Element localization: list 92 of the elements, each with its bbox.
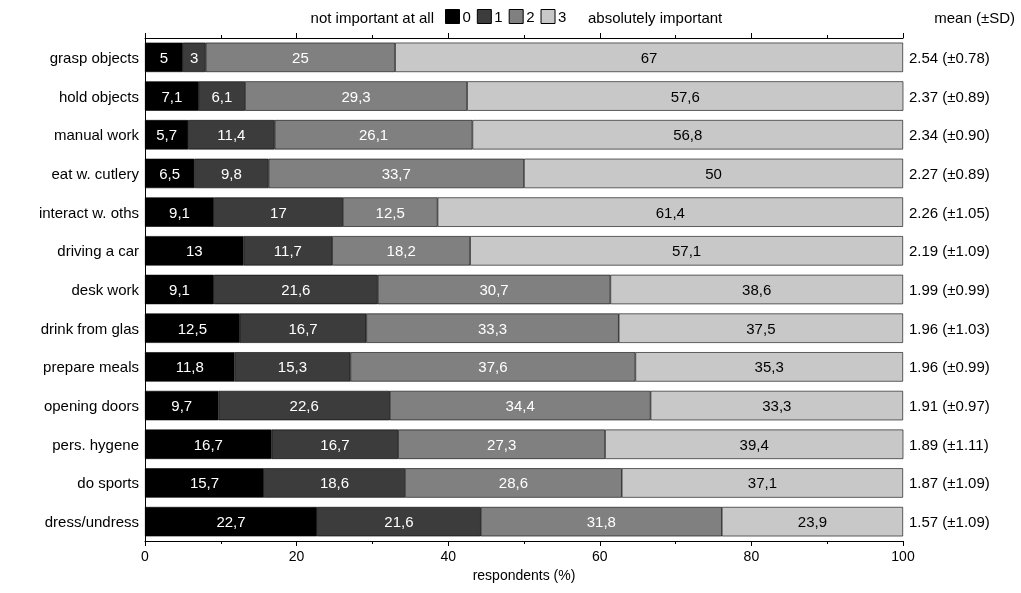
data-label: 5 bbox=[159, 48, 169, 66]
text: 1.57 (±1.09) bbox=[909, 513, 990, 531]
x-tick-label: 80 bbox=[743, 548, 760, 564]
x-tick-label: 0 bbox=[141, 548, 150, 564]
x-axis-title: respondents (%) bbox=[472, 566, 576, 583]
data-label: 31,8 bbox=[586, 513, 616, 531]
data-label: 13 bbox=[185, 242, 203, 260]
data-label: 18,2 bbox=[386, 242, 416, 260]
data-label: 57,6 bbox=[670, 87, 700, 105]
data-label: 16,7 bbox=[193, 435, 223, 453]
text: 2.19 (±1.09) bbox=[909, 242, 990, 260]
legend-label: 0 bbox=[462, 8, 471, 25]
data-label: 33,7 bbox=[381, 164, 411, 182]
data-label: 33,3 bbox=[762, 397, 792, 415]
y-tick-label: eat w. cutlery bbox=[51, 164, 140, 182]
data-label: 25 bbox=[292, 48, 309, 66]
data-label: 26,1 bbox=[358, 126, 389, 144]
y-tick-label: driving a car bbox=[57, 242, 139, 260]
data-label: 28,6 bbox=[498, 474, 528, 492]
data-label: 33,3 bbox=[477, 319, 508, 337]
data-label: 9,8 bbox=[220, 164, 242, 182]
text: 2.37 (±0.89) bbox=[909, 87, 990, 105]
text: 2.54 (±0.78) bbox=[909, 48, 990, 66]
data-label: 35,3 bbox=[754, 358, 784, 376]
y-tick-label: grasp objects bbox=[49, 48, 139, 66]
data-label: 50 bbox=[705, 164, 722, 182]
y-tick-label: pers. hygene bbox=[52, 435, 139, 453]
data-label: 27,3 bbox=[487, 435, 517, 453]
data-label: 9,7 bbox=[171, 397, 193, 415]
y-tick-label: do sports bbox=[77, 474, 139, 492]
data-label: 7,1 bbox=[161, 87, 183, 105]
y-tick-label: desk work bbox=[71, 281, 140, 298]
text: 1.89 (±1.11) bbox=[909, 435, 989, 453]
text: 2.34 (±0.90) bbox=[909, 126, 990, 144]
data-label: 6,1 bbox=[211, 87, 233, 105]
data-label: 5,7 bbox=[156, 126, 178, 144]
data-label: 22,6 bbox=[289, 397, 319, 415]
text: 1.96 (±0.99) bbox=[909, 358, 990, 376]
legend-title: not important at all bbox=[310, 9, 435, 26]
data-label: 56,8 bbox=[673, 126, 703, 144]
data-label: 57,1 bbox=[671, 242, 702, 260]
data-label: 23,9 bbox=[797, 513, 828, 531]
text: 2.26 (±1.05) bbox=[909, 203, 990, 221]
data-label: 38,6 bbox=[742, 281, 772, 298]
data-label: 37,6 bbox=[478, 358, 508, 376]
data-label: 15,7 bbox=[189, 474, 220, 492]
y-tick-label: opening doors bbox=[43, 397, 139, 415]
data-label: 22,7 bbox=[216, 513, 246, 531]
data-label: 17 bbox=[270, 203, 287, 221]
legend-label: 3 bbox=[558, 8, 567, 25]
y-tick-label: interact w. oths bbox=[38, 203, 139, 221]
text: 2.27 (±0.89) bbox=[909, 164, 990, 182]
data-label: 11,4 bbox=[217, 126, 246, 144]
y-tick-label: manual work bbox=[53, 126, 140, 144]
data-label: 3 bbox=[190, 48, 199, 66]
data-label: 11,8 bbox=[175, 358, 204, 376]
x-tick-label: 40 bbox=[440, 548, 457, 564]
data-label: 37,5 bbox=[746, 319, 776, 337]
data-label: 34,4 bbox=[505, 397, 535, 415]
data-label: 21,6 bbox=[281, 281, 311, 298]
data-label: 16,7 bbox=[320, 435, 350, 453]
y-tick-label: hold objects bbox=[58, 87, 139, 105]
legend-label: 1 bbox=[494, 8, 503, 25]
y-tick-label: prepare meals bbox=[43, 358, 139, 376]
text: absolutely important bbox=[588, 9, 724, 26]
text: 1.99 (±0.99) bbox=[909, 281, 990, 298]
data-label: 12,5 bbox=[375, 203, 405, 221]
data-label: 29,3 bbox=[341, 87, 371, 105]
text: 1.91 (±0.97) bbox=[909, 397, 990, 415]
x-tick-label: 60 bbox=[592, 548, 608, 564]
data-label: 30,7 bbox=[479, 281, 509, 298]
data-label: 18,6 bbox=[319, 474, 350, 492]
y-tick-label: drink from glas bbox=[40, 319, 139, 337]
data-label: 67 bbox=[640, 48, 658, 66]
data-label: 21,6 bbox=[384, 513, 414, 531]
data-label: 6,5 bbox=[159, 164, 181, 182]
text: 1.96 (±1.03) bbox=[909, 319, 990, 337]
data-label: 15,3 bbox=[277, 358, 308, 376]
data-label: 9,1 bbox=[169, 281, 190, 298]
data-label: 12,5 bbox=[177, 319, 207, 337]
y-tick-label: dress/undress bbox=[44, 513, 139, 531]
y2-axis-title: mean (±SD) bbox=[934, 9, 1015, 26]
data-label: 61,4 bbox=[655, 203, 685, 221]
data-label: 11,7 bbox=[273, 242, 302, 260]
legend-label: 2 bbox=[526, 8, 535, 25]
text: 1.87 (±1.09) bbox=[909, 474, 990, 492]
data-label: 37,1 bbox=[747, 474, 777, 492]
x-tick-label: 100 bbox=[891, 548, 915, 564]
x-tick-label: 20 bbox=[288, 548, 305, 564]
data-label: 9,1 bbox=[169, 203, 190, 221]
data-label: 39,4 bbox=[739, 435, 769, 453]
data-label: 16,7 bbox=[288, 319, 318, 337]
